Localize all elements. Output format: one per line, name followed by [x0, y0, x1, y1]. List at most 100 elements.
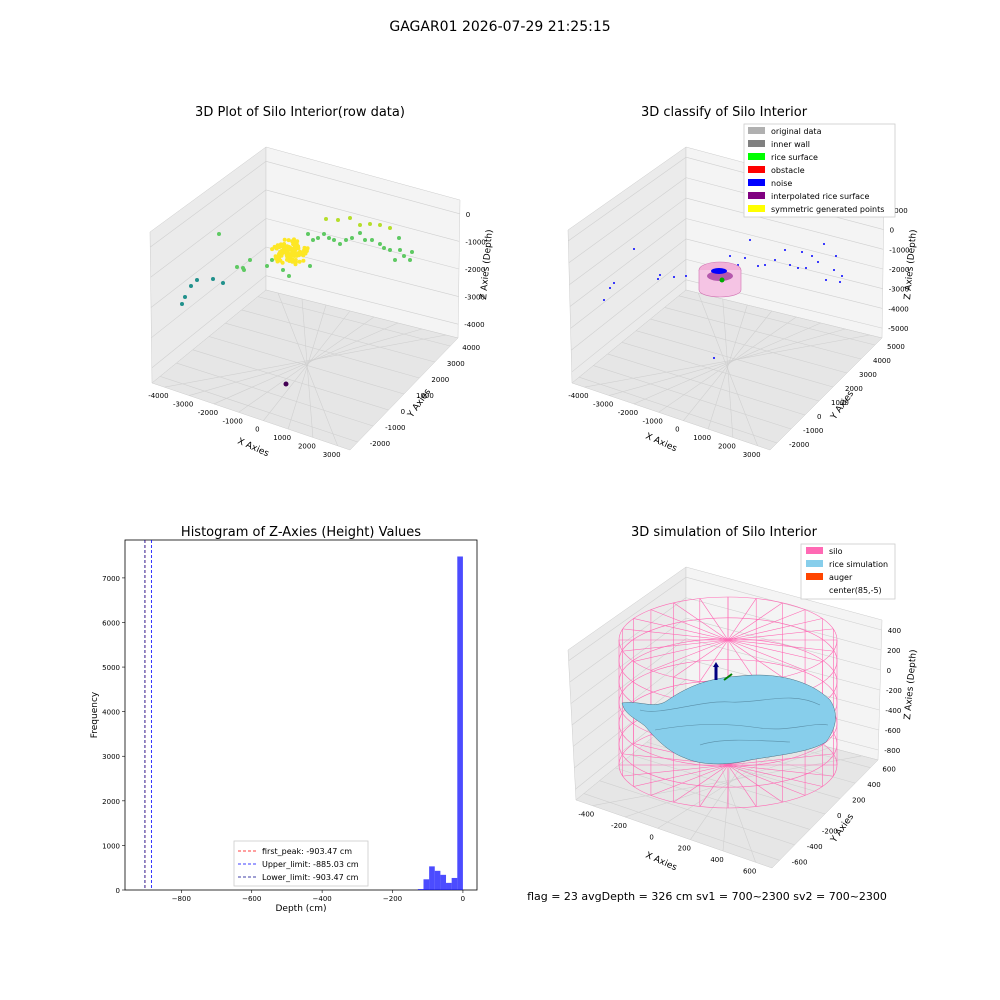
- panel1-x-ticks: -4000 -3000 -2000 -1000 0 1000 2000 3000: [148, 392, 340, 459]
- raw-point: [286, 238, 291, 243]
- raw-point: [183, 295, 187, 299]
- x-tick-label: -3000: [173, 401, 193, 409]
- noise-point: [823, 243, 825, 245]
- panel4-z-label: Z Axies (Depth): [903, 649, 919, 720]
- panel3-vlines: [144, 540, 152, 890]
- noise-point: [657, 278, 659, 280]
- y-tick-label: 600: [882, 766, 895, 774]
- legend-label: Lower_limit: -903.47 cm: [262, 873, 359, 882]
- raw-point: [311, 238, 315, 242]
- raw-point: [283, 250, 288, 255]
- y-tick-label: 4000: [102, 709, 120, 717]
- raw-point: [270, 247, 275, 252]
- x-tick-label: 1000: [273, 434, 291, 442]
- panel4-legend-items: silo rice simulation auger center(85,-5): [806, 547, 888, 595]
- noise-point: [841, 275, 843, 277]
- panel3-x-ticks: −800 −600 −400 −200 0: [172, 890, 465, 903]
- panel3-y-label: Frequency: [90, 691, 100, 738]
- x-tick-label: 400: [710, 856, 723, 864]
- legend-label: silo: [829, 547, 843, 556]
- raw-point: [293, 258, 298, 262]
- x-tick-label: -2000: [618, 409, 638, 417]
- raw-point: [336, 218, 340, 222]
- raw-point: [279, 253, 284, 258]
- z-tick-label: -200: [886, 687, 902, 695]
- raw-point: [189, 284, 193, 288]
- y-tick-label: -400: [807, 843, 823, 851]
- panel-histogram: Histogram of Z-Axies (Height) Values −80…: [90, 525, 478, 914]
- raw-point: [302, 245, 307, 250]
- panel2-grid: [568, 156, 884, 446]
- noise-point: [797, 267, 799, 269]
- z-tick-label: -4000: [888, 305, 908, 313]
- raw-point: [324, 217, 328, 221]
- legend-swatch: [806, 586, 823, 593]
- z-tick-label: 0: [887, 667, 891, 675]
- legend-swatch: [748, 205, 765, 212]
- z-tick-label: -1000: [465, 238, 485, 246]
- panel4-auger-arm: [723, 673, 733, 681]
- raw-point: [332, 238, 336, 242]
- raw-point: [378, 223, 382, 227]
- raw-point: [180, 302, 184, 306]
- raw-point: [327, 236, 331, 240]
- noise-point: [764, 264, 766, 266]
- x-tick-label: -2000: [198, 409, 218, 417]
- panel-simulation-3d: 3D simulation of Silo Interior -400 -200 0…: [567, 525, 919, 875]
- panel2-silo-core: [698, 261, 742, 298]
- y-tick-label: 3000: [102, 753, 120, 761]
- x-tick-label: -1000: [222, 417, 242, 425]
- y-tick-label: -2000: [370, 440, 390, 448]
- y-tick-label: 3000: [859, 371, 877, 379]
- panel2-rice-surface-point: [719, 277, 725, 283]
- legend-swatch: [748, 153, 765, 160]
- raw-point: [291, 246, 296, 251]
- legend-label: first_peak: -903.47 cm: [262, 847, 352, 856]
- raw-point: [358, 223, 362, 227]
- legend-label: original data: [771, 127, 822, 136]
- legend-label: rice surface: [771, 153, 818, 162]
- noise-point: [685, 275, 687, 277]
- raw-point: [270, 258, 274, 262]
- legend-swatch: [748, 179, 765, 186]
- raw-point: [410, 250, 414, 254]
- raw-point: [393, 258, 397, 262]
- y-tick-label: 0: [401, 408, 405, 416]
- histogram-bar: [434, 870, 441, 890]
- noise-point: [744, 257, 746, 259]
- y-tick-label: -200: [822, 827, 838, 835]
- raw-point: [344, 238, 348, 242]
- noise-point: [613, 282, 615, 284]
- noise-point: [817, 261, 819, 263]
- panel2-noise-cluster: [711, 268, 727, 274]
- panel2-legend: original data inner wall rice surface obsta…: [743, 123, 896, 218]
- x-tick-label: −200: [383, 895, 402, 903]
- legend-label: interpolated rice surface: [771, 192, 869, 201]
- raw-point: [248, 258, 252, 262]
- noise-point: [673, 276, 675, 278]
- y-tick-label: 2000: [431, 376, 449, 384]
- legend-swatch: [748, 140, 765, 147]
- y-tick-label: -600: [792, 858, 808, 866]
- y-tick-label: 1000: [831, 399, 849, 407]
- panel3-legend-items: first_peak: -903.47 cm Upper_limit: -885.…: [238, 847, 359, 882]
- legend-swatch: [806, 573, 823, 580]
- z-tick-label: 0: [890, 227, 894, 235]
- raw-point: [308, 264, 312, 268]
- x-tick-label: −600: [242, 895, 261, 903]
- raw-point: [370, 238, 374, 242]
- raw-point: [288, 255, 293, 259]
- histogram-bar: [451, 877, 458, 890]
- legend-swatch: [748, 166, 765, 173]
- raw-point: [221, 281, 225, 285]
- panel4-title: 3D simulation of Silo Interior: [631, 525, 818, 540]
- z-tick-label: 0: [466, 211, 470, 219]
- y-tick-label: 4000: [873, 357, 891, 365]
- z-tick-label: -1000: [889, 246, 909, 254]
- noise-point: [811, 255, 813, 257]
- y-tick-label: 400: [867, 781, 880, 789]
- raw-point: [348, 216, 352, 220]
- legend-label: noise: [771, 179, 792, 188]
- z-tick-label: -2000: [889, 266, 909, 274]
